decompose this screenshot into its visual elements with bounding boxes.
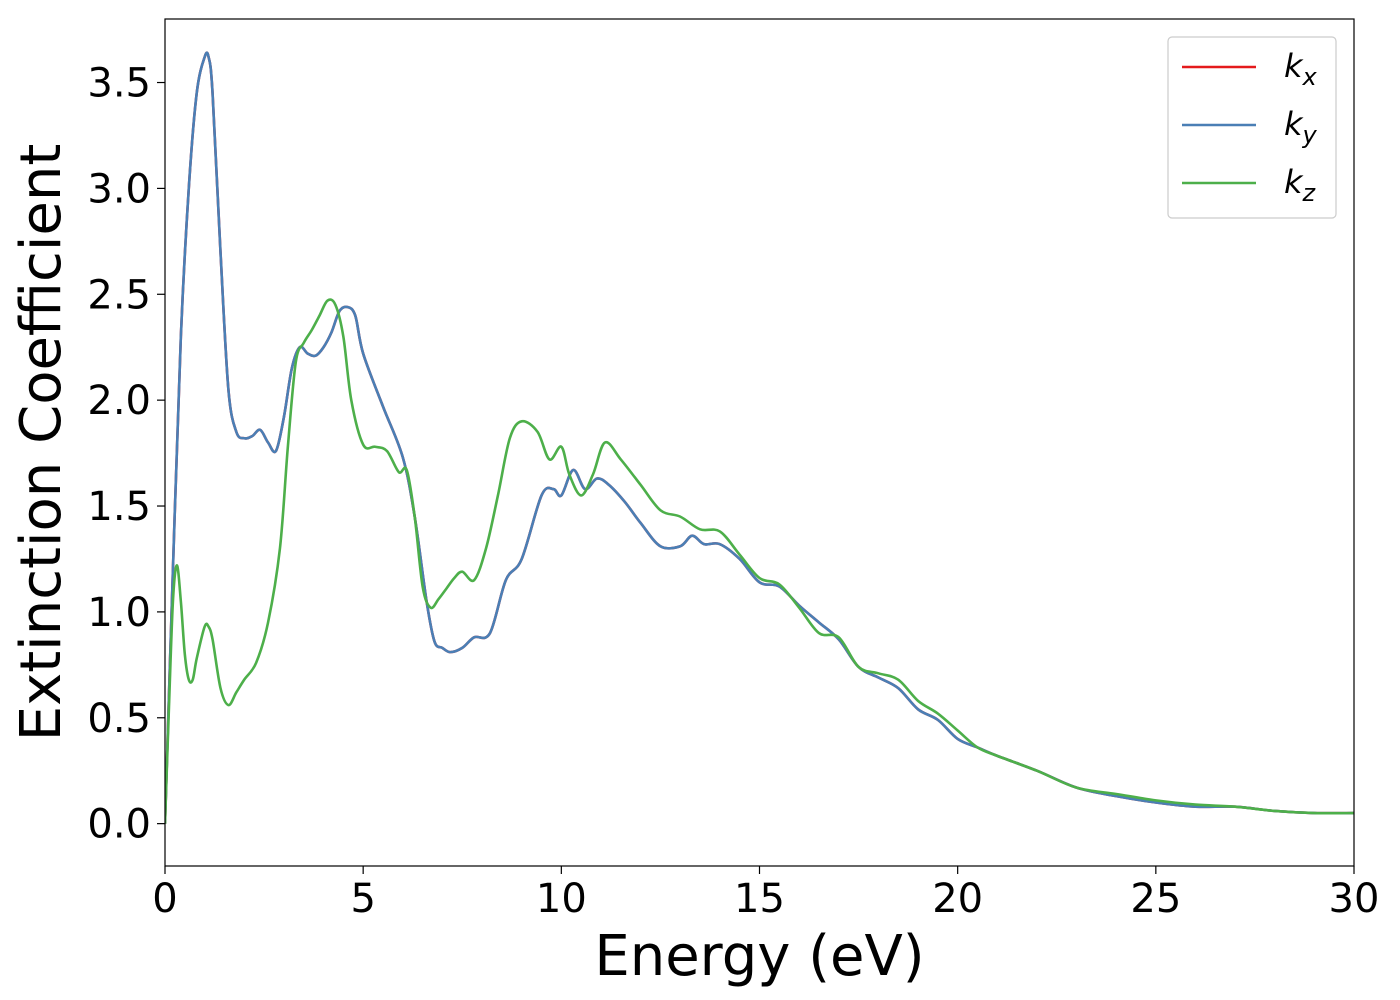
y-tick-label: 1.5	[87, 484, 151, 530]
legend-box	[1167, 36, 1337, 219]
legend: kx ky kz	[1167, 36, 1337, 219]
y-tick-label: 2.5	[87, 272, 151, 318]
x-tick-label: 15	[734, 876, 785, 922]
series-line-k-y	[165, 51, 1354, 824]
y-tick-label: 3.0	[87, 166, 151, 212]
y-tick-label: 2.0	[87, 378, 151, 424]
x-tick-label: 25	[1130, 876, 1181, 922]
legend-label-k-x: kx	[1284, 47, 1318, 91]
x-tick-label: 30	[1329, 876, 1380, 922]
y-tick-label: 0.5	[87, 696, 151, 742]
y-tick-label: 1.0	[87, 590, 151, 636]
y-axis-ticks: 0.0 0.5 1.0 1.5 2.0 2.5 3.0 3.5	[87, 61, 165, 848]
x-axis-label: Energy (eV)	[594, 924, 924, 989]
x-tick-label: 10	[536, 876, 587, 922]
y-tick-label: 3.5	[87, 61, 151, 107]
x-axis-ticks: 0 5 10 15 20 25 30	[152, 866, 1379, 922]
series-line-k-z	[165, 298, 1354, 824]
x-tick-label: 20	[932, 876, 983, 922]
x-tick-label: 0	[152, 876, 177, 922]
y-axis-label: Extinction Coefficient	[9, 144, 74, 742]
x-tick-label: 5	[350, 876, 375, 922]
legend-label-k-z: kz	[1284, 163, 1317, 207]
series-layer	[165, 51, 1354, 824]
legend-label-k-y: ky	[1284, 105, 1318, 149]
y-tick-label: 0.0	[87, 802, 151, 848]
